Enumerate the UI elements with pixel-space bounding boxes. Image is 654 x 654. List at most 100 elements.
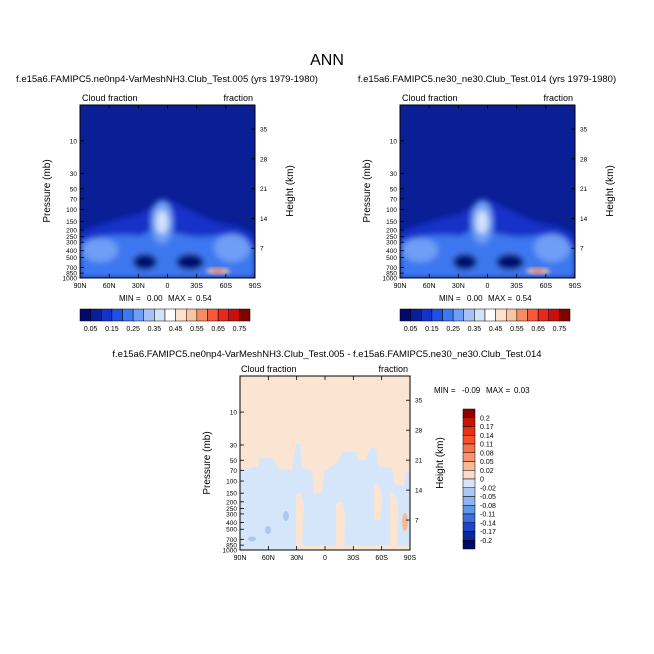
panel-2-tropical-upper-core bbox=[476, 210, 488, 234]
panel-1-axes: 90N 60N 30N 0 30S 60S 90S103050701001502002503… bbox=[63, 105, 268, 290]
y-right-tick-label: 14 bbox=[260, 216, 268, 223]
y-right-tick-label: 35 bbox=[260, 127, 268, 134]
x-tick-label: 30N bbox=[132, 283, 145, 290]
x-tick-label: 60S bbox=[375, 555, 388, 562]
colorbar-label: 0.45 bbox=[169, 326, 183, 333]
y-tick-label: 700 bbox=[226, 537, 237, 544]
colorbar-swatch bbox=[228, 308, 240, 322]
colorbar-label: 0 bbox=[480, 477, 484, 484]
y-tick-label: 50 bbox=[230, 458, 238, 465]
y-tick-label: 50 bbox=[70, 186, 78, 193]
panel-1-right-label: fraction bbox=[223, 93, 253, 103]
colorbar-swatch bbox=[431, 308, 443, 322]
y-tick-label: 50 bbox=[390, 186, 398, 193]
colorbar-label: 0.55 bbox=[510, 326, 524, 333]
colorbar-swatch bbox=[474, 308, 486, 322]
panel-1-left-label: Cloud fraction bbox=[82, 93, 138, 103]
y-tick-label: 100 bbox=[66, 207, 77, 214]
colorbar-label: 0.35 bbox=[468, 326, 482, 333]
panel-1-plot-area bbox=[80, 105, 255, 278]
colorbar-swatch bbox=[462, 496, 476, 506]
y-tick-label: 10 bbox=[70, 138, 78, 145]
panel-2-ylabel: Pressure (mb) bbox=[362, 159, 373, 222]
panel-2-southern-ocean-low-cloud-core bbox=[532, 269, 544, 273]
colorbar-swatch bbox=[516, 308, 528, 322]
y-tick-label: 500 bbox=[226, 527, 237, 534]
colorbar-swatch bbox=[421, 308, 433, 322]
colorbar-swatch bbox=[462, 426, 476, 436]
panel-3-positive-patch-4 bbox=[390, 492, 398, 548]
y-right-tick-label: 35 bbox=[580, 127, 588, 134]
panel-3-negative-region bbox=[240, 444, 410, 550]
colorbar-swatch bbox=[101, 308, 113, 322]
colorbar-swatch bbox=[111, 308, 123, 322]
panel-3-left-label: Cloud fraction bbox=[241, 364, 297, 374]
y-tick-label: 100 bbox=[226, 479, 237, 486]
panel-2-south-storm-track bbox=[534, 234, 570, 262]
colorbar-swatch bbox=[132, 308, 144, 322]
colorbar-swatch bbox=[462, 443, 476, 453]
panel-2-max-label: MAX = bbox=[488, 294, 513, 303]
colorbar-swatch bbox=[462, 452, 476, 462]
colorbar-label: 0.15 bbox=[105, 326, 119, 333]
panel-3-colorbar: 0.2 0.17 0.14 0.110.08 0.05 0.02 0-0.02 -0.05 -0… bbox=[462, 408, 496, 550]
panel-3-positive-patch-2 bbox=[336, 502, 345, 548]
colorbar-label: -0.17 bbox=[480, 529, 496, 536]
colorbar-swatch bbox=[410, 308, 422, 322]
colorbar-label: -0.05 bbox=[480, 494, 496, 501]
panel-2-contours bbox=[400, 200, 575, 278]
panel-1-north-storm-track bbox=[82, 238, 118, 262]
y-right-tick-label: 7 bbox=[260, 246, 264, 253]
y-tick-label: 150 bbox=[226, 491, 237, 498]
x-tick-label: 90S bbox=[249, 283, 262, 290]
panel-2-north-lowlevel-dark bbox=[453, 254, 477, 270]
y-right-tick-label: 35 bbox=[415, 398, 423, 405]
panel-3-title: f.e15a6.FAMIPC5.ne0np4-VarMeshNH3.Club_T… bbox=[112, 349, 541, 360]
y-tick-label: 100 bbox=[386, 207, 397, 214]
x-tick-label: 0 bbox=[486, 283, 490, 290]
colorbar-swatch bbox=[495, 308, 507, 322]
y-tick-label: 200 bbox=[226, 499, 237, 506]
colorbar-swatch bbox=[164, 308, 176, 322]
colorbar-swatch bbox=[452, 308, 464, 322]
panel-3-lowlevel-strip bbox=[300, 545, 410, 550]
colorbar-label: 0.65 bbox=[211, 326, 225, 333]
colorbar-swatch bbox=[484, 308, 496, 322]
x-tick-label: 30N bbox=[290, 555, 303, 562]
y-tick-label: 70 bbox=[230, 468, 238, 475]
colorbar-label: 0.08 bbox=[480, 450, 494, 457]
y-tick-label: 250 bbox=[386, 234, 397, 241]
panel-3: f.e15a6.FAMIPC5.ne0np4-VarMeshNH3.Club_T… bbox=[112, 349, 541, 562]
panel-3-negative-blob-1 bbox=[283, 511, 289, 521]
colorbar-swatch bbox=[90, 308, 102, 322]
colorbar-label: 0.75 bbox=[233, 326, 247, 333]
y-tick-label: 400 bbox=[386, 248, 397, 255]
x-tick-label: 0 bbox=[323, 555, 327, 562]
panel-1-midlevel-band bbox=[80, 229, 255, 278]
x-tick-label: 30S bbox=[190, 283, 203, 290]
x-tick-label: 90S bbox=[404, 555, 417, 562]
y-right-tick-label: 21 bbox=[260, 186, 268, 193]
y-tick-label: 300 bbox=[386, 240, 397, 247]
panel-2-low-cloud bbox=[526, 268, 550, 274]
colorbar-label: 0.11 bbox=[480, 442, 493, 449]
panel-3-positive-patch-1 bbox=[296, 492, 304, 548]
colorbar-label: 0.65 bbox=[531, 326, 545, 333]
panel-1-contours bbox=[80, 200, 255, 278]
panel-1-tropical-upper-core bbox=[156, 210, 168, 234]
x-tick-label: 60N bbox=[262, 555, 275, 562]
panel-3-max-value: 0.03 bbox=[514, 386, 530, 395]
colorbar-swatch bbox=[462, 478, 476, 488]
colorbar-swatch bbox=[122, 308, 134, 322]
panel-2-title: f.e15a6.FAMIPC5.ne30_ne30.Club_Test.014 … bbox=[358, 74, 616, 85]
colorbar-swatch bbox=[462, 435, 476, 445]
colorbar-swatch bbox=[154, 308, 166, 322]
y-tick-label: 150 bbox=[386, 219, 397, 226]
colorbar-swatch bbox=[462, 470, 476, 480]
panel-2-colorbar: 0.05 0.15 0.25 0.35 0.45 0.55 0.65 0.75 bbox=[399, 308, 571, 333]
colorbar-swatch bbox=[527, 308, 539, 322]
y-right-tick-label: 28 bbox=[260, 156, 268, 163]
colorbar-label: -0.02 bbox=[480, 485, 496, 492]
colorbar-label: -0.11 bbox=[480, 512, 496, 519]
colorbar-label: 0.2 bbox=[480, 415, 490, 422]
